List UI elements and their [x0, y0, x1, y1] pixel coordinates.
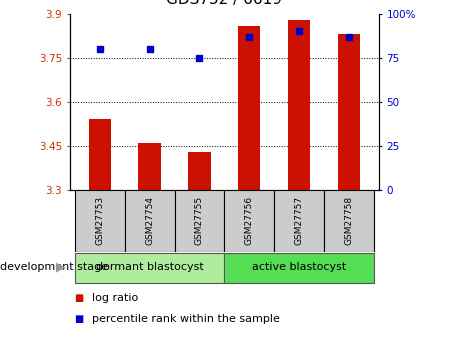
Text: GDS752 / 6619: GDS752 / 6619	[166, 0, 282, 7]
Text: ▶: ▶	[56, 260, 65, 273]
Bar	[75, 190, 125, 252]
Text: GSM27757: GSM27757	[295, 196, 304, 245]
Bar	[175, 190, 225, 252]
Bar	[225, 254, 374, 283]
Text: percentile rank within the sample: percentile rank within the sample	[92, 314, 281, 324]
Text: log ratio: log ratio	[92, 294, 139, 303]
Bar	[88, 119, 111, 190]
Text: GSM27756: GSM27756	[245, 196, 254, 245]
Bar	[75, 254, 225, 283]
Text: GSM27758: GSM27758	[345, 196, 354, 245]
Bar	[288, 20, 310, 190]
Bar	[274, 190, 324, 252]
Bar	[238, 26, 261, 190]
Text: GSM27753: GSM27753	[95, 196, 104, 245]
Bar	[125, 190, 175, 252]
Bar	[324, 190, 374, 252]
Bar	[188, 151, 211, 190]
Text: GSM27755: GSM27755	[195, 196, 204, 245]
Bar	[225, 190, 274, 252]
Bar	[338, 34, 360, 190]
Text: ■: ■	[74, 314, 84, 324]
Text: active blastocyst: active blastocyst	[252, 262, 346, 272]
Text: ■: ■	[74, 294, 84, 303]
Text: development stage: development stage	[0, 262, 108, 272]
Bar	[138, 143, 161, 190]
Text: dormant blastocyst: dormant blastocyst	[96, 262, 203, 272]
Text: GSM27754: GSM27754	[145, 196, 154, 245]
